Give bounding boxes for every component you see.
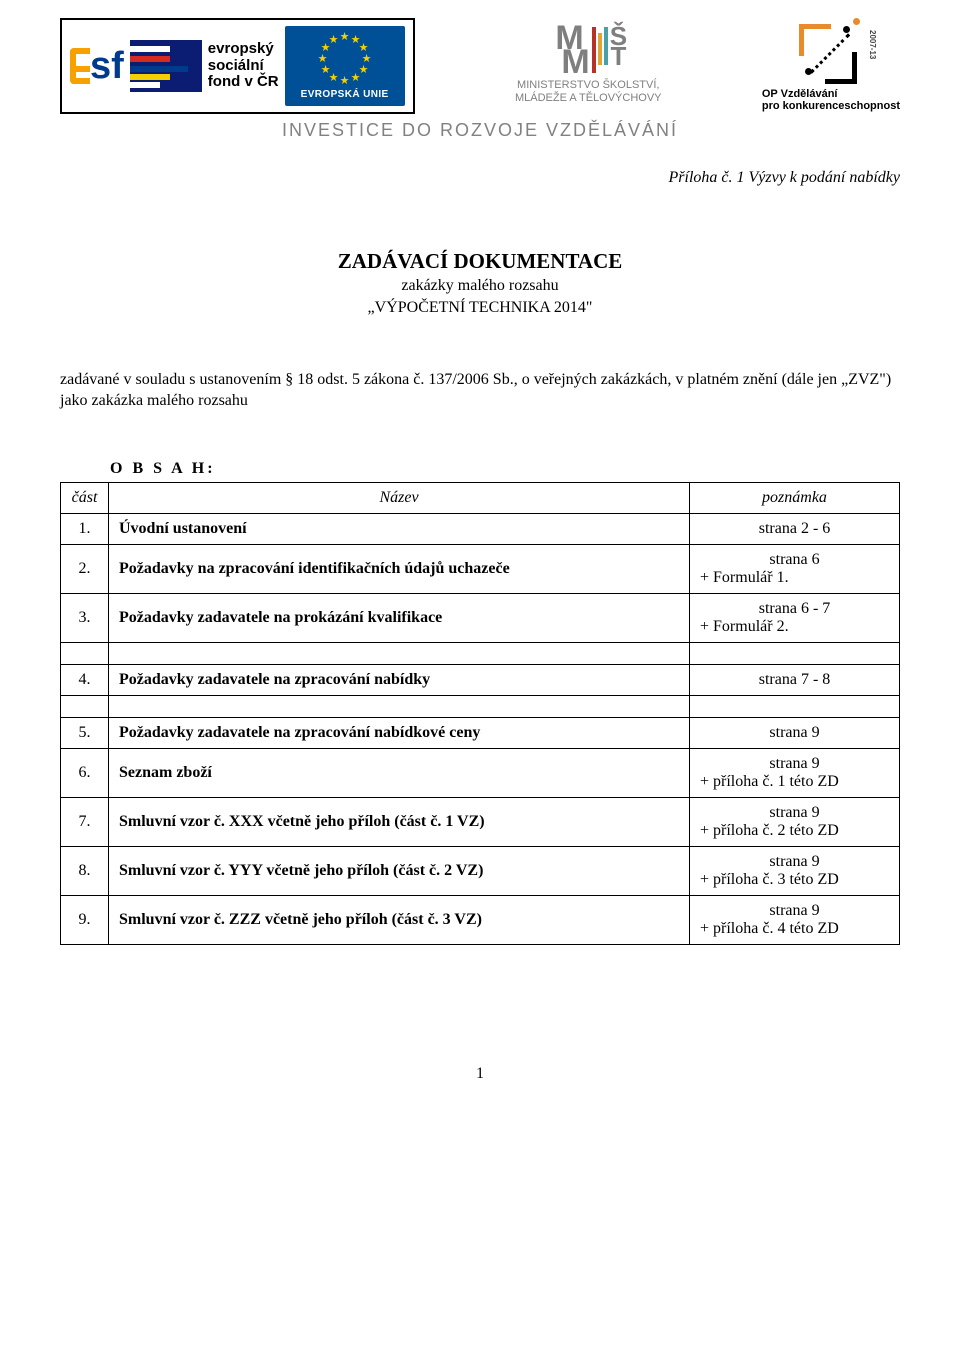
- cell-note: strana 9+ příloha č. 2 této ZD: [690, 797, 900, 846]
- title-line2: zakázky malého rozsahu: [60, 275, 900, 297]
- cell-number: 8.: [61, 846, 109, 895]
- title-line1: ZADÁVACÍ DOKUMENTACE: [338, 249, 623, 273]
- note-line1: strana 9: [700, 724, 889, 742]
- cell-number: 7.: [61, 797, 109, 846]
- obsah-label: O B S A H:: [110, 460, 900, 478]
- note-line1: strana 9: [700, 853, 889, 871]
- cell-note: strana 9+ příloha č. 1 této ZD: [690, 748, 900, 797]
- note-line1: strana 6 - 7: [700, 600, 889, 618]
- spacer-cell: [109, 642, 690, 664]
- cell-name: Požadavky zadavatele na zpracování nabíd…: [109, 717, 690, 748]
- esf-line3: fond v ČR: [208, 73, 279, 90]
- spacer-cell: [61, 642, 109, 664]
- op-icon: 2007-13: [799, 20, 863, 84]
- cell-name: Smluvní vzor č. YYY včetně jeho příloh (…: [109, 846, 690, 895]
- cell-number: 3.: [61, 593, 109, 642]
- spacer-cell: [690, 695, 900, 717]
- esf-logo-box: sf evropský sociální fond v ČR EVROPSKÁ …: [60, 18, 415, 114]
- col-poznamka: poznámka: [690, 482, 900, 513]
- cell-name: Smluvní vzor č. ZZZ včetně jeho příloh (…: [109, 895, 690, 944]
- spacer-cell: [61, 695, 109, 717]
- cell-note: strana 9+ příloha č. 3 této ZD: [690, 846, 900, 895]
- note-line2: + Formulář 1.: [700, 569, 889, 587]
- cell-number: 1.: [61, 513, 109, 544]
- op-line1: OP Vzdělávání: [762, 88, 838, 100]
- esf-text: evropský sociální fond v ČR: [208, 41, 279, 91]
- document-title: ZADÁVACÍ DOKUMENTACE zakázky malého rozs…: [60, 247, 900, 319]
- table-row: 5.Požadavky zadavatele na zpracování nab…: [61, 717, 900, 748]
- esf-wordmark: sf: [70, 45, 124, 88]
- eu-flag-icon: EVROPSKÁ UNIE ★★★★★★★★★★★★: [285, 26, 405, 106]
- cell-number: 9.: [61, 895, 109, 944]
- investice-tagline: INVESTICE DO ROZVOJE VZDĚLÁVÁNÍ: [60, 120, 900, 141]
- note-line2: + příloha č. 2 této ZD: [700, 822, 889, 840]
- logos-row: sf evropský sociální fond v ČR EVROPSKÁ …: [60, 18, 900, 114]
- intro-paragraph: zadávané v souladu s ustanovením § 18 od…: [60, 369, 900, 412]
- col-nazev: Název: [109, 482, 690, 513]
- spacer-cell: [109, 695, 690, 717]
- table-row: 1.Úvodní ustanovení strana 2 - 6: [61, 513, 900, 544]
- note-line1: strana 7 - 8: [700, 671, 889, 689]
- table-head-row: část Název poznámka: [61, 482, 900, 513]
- title-line3: „VÝPOČETNÍ TECHNIKA 2014": [60, 297, 900, 319]
- note-line2: + příloha č. 3 této ZD: [700, 871, 889, 889]
- table-row: 3.Požadavky zadavatele na prokázání kval…: [61, 593, 900, 642]
- cell-number: 5.: [61, 717, 109, 748]
- cell-name: Požadavky na zpracování identifikačních …: [109, 544, 690, 593]
- cell-name: Požadavky zadavatele na prokázání kvalif…: [109, 593, 690, 642]
- priloha-label: Příloha č. 1 Výzvy k podání nabídky: [60, 169, 900, 187]
- table-spacer-row: [61, 695, 900, 717]
- msmt-icon: MM ŠT: [515, 27, 662, 75]
- note-line1: strana 9: [700, 902, 889, 920]
- table-row: 2.Požadavky na zpracování identifikačníc…: [61, 544, 900, 593]
- page-number: 1: [60, 1065, 900, 1083]
- cell-note: strana 7 - 8: [690, 664, 900, 695]
- eu-label: EVROPSKÁ UNIE: [285, 89, 405, 100]
- table-row: 7.Smluvní vzor č. XXX včetně jeho příloh…: [61, 797, 900, 846]
- cell-note: strana 9+ příloha č. 4 této ZD: [690, 895, 900, 944]
- op-logo-block: 2007-13 OP Vzdělávání pro konkurencescho…: [762, 20, 900, 112]
- msmt-logo-block: MM ŠT MINISTERSTVO ŠKOLSTVÍ, MLÁDEŽE A T…: [515, 27, 662, 105]
- esf-line1: evropský: [208, 40, 274, 57]
- msmt-line2: MLÁDEŽE A TĚLOVÝCHOVY: [515, 92, 662, 104]
- cell-name: Smluvní vzor č. XXX včetně jeho příloh (…: [109, 797, 690, 846]
- op-line2: pro konkurenceschopnost: [762, 100, 900, 112]
- col-cast: část: [61, 482, 109, 513]
- cell-note: strana 2 - 6: [690, 513, 900, 544]
- cell-name: Seznam zboží: [109, 748, 690, 797]
- spacer-cell: [690, 642, 900, 664]
- table-spacer-row: [61, 642, 900, 664]
- note-line1: strana 9: [700, 755, 889, 773]
- esf-line2: sociální: [208, 57, 264, 74]
- cell-note: strana 6 - 7+ Formulář 2.: [690, 593, 900, 642]
- table-row: 8.Smluvní vzor č. YYY včetně jeho příloh…: [61, 846, 900, 895]
- cell-note: strana 9: [690, 717, 900, 748]
- note-line1: strana 6: [700, 551, 889, 569]
- note-line1: strana 2 - 6: [700, 520, 889, 538]
- esf-e-icon: [70, 48, 90, 84]
- cell-number: 6.: [61, 748, 109, 797]
- contents-table: část Název poznámka 1.Úvodní ustanovenís…: [60, 482, 900, 945]
- table-row: 4.Požadavky zadavatele na zpracování nab…: [61, 664, 900, 695]
- cell-number: 2.: [61, 544, 109, 593]
- cell-name: Úvodní ustanovení: [109, 513, 690, 544]
- cell-number: 4.: [61, 664, 109, 695]
- cell-note: strana 6+ Formulář 1.: [690, 544, 900, 593]
- cell-name: Požadavky zadavatele na zpracování nabíd…: [109, 664, 690, 695]
- table-row: 9.Smluvní vzor č. ZZZ včetně jeho příloh…: [61, 895, 900, 944]
- msmt-line1: MINISTERSTVO ŠKOLSTVÍ,: [517, 79, 659, 91]
- note-line2: + Formulář 2.: [700, 618, 889, 636]
- note-line2: + příloha č. 1 této ZD: [700, 773, 889, 791]
- table-row: 6.Seznam zbožístrana 9+ příloha č. 1 tét…: [61, 748, 900, 797]
- note-line1: strana 9: [700, 804, 889, 822]
- op-side-year: 2007-13: [868, 30, 877, 59]
- esf-flag-icon: [130, 40, 202, 92]
- note-line2: + příloha č. 4 této ZD: [700, 920, 889, 938]
